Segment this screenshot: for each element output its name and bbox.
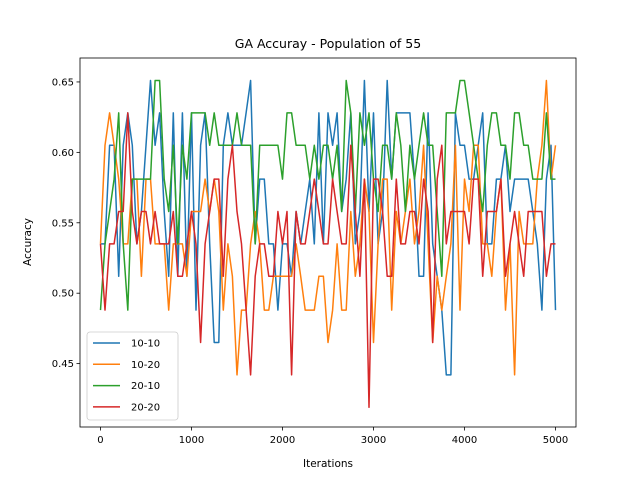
series-layer <box>99 79 557 409</box>
series-line-20-20 <box>99 112 556 409</box>
series-line-20-10 <box>99 79 556 311</box>
x-tick-label: 1000 <box>179 435 204 446</box>
x-axis: 0 1000 2000 3000 4000 5000 <box>97 427 568 446</box>
y-tick-label: 0.50 <box>52 289 74 300</box>
x-tick-label: 2000 <box>270 435 295 446</box>
y-tick-label: 0.55 <box>52 218 74 229</box>
chart-title: GA Accuray - Population of 55 <box>235 36 421 51</box>
y-axis: 0.45 0.50 0.55 0.60 0.65 <box>52 77 80 370</box>
legend-label-10-10: 10-10 <box>131 339 160 350</box>
legend-label-20-10: 20-10 <box>131 381 160 392</box>
x-tick-label: 0 <box>97 435 103 446</box>
legend-box <box>86 331 179 421</box>
y-axis-label: Accuracy <box>22 218 34 266</box>
y-tick-label: 0.65 <box>52 77 74 88</box>
x-tick-label: 3000 <box>361 435 386 446</box>
legend-label-20-20: 20-20 <box>131 402 160 413</box>
x-tick-label: 4000 <box>452 435 477 446</box>
x-tick-label: 5000 <box>543 435 568 446</box>
plot-area-frame <box>79 57 577 428</box>
y-tick-label: 0.45 <box>52 359 74 370</box>
legend: 10-10 10-20 20-10 20-20 <box>86 331 179 421</box>
y-tick-label: 0.60 <box>52 148 74 159</box>
x-axis-label: Iterations <box>303 458 353 470</box>
legend-label-10-20: 10-20 <box>131 360 160 371</box>
